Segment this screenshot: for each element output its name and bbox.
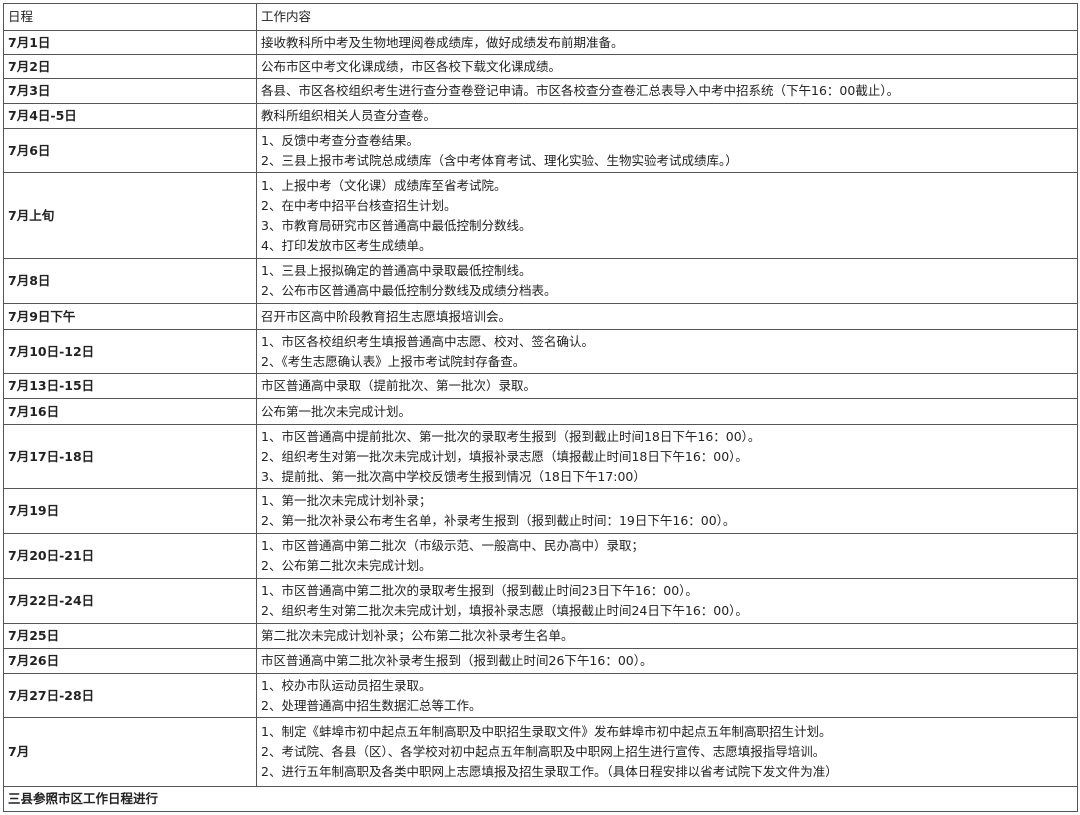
table-row: 7月27日-28日 1、校办市队运动员招生录取。 2、处理普通高中招生数据汇总等工作… <box>3 673 1078 718</box>
table-row: 7月上旬 1、上报中考（文化课）成绩库至省考试院。 2、在中考中招平台核查招生计划。… <box>3 172 1078 259</box>
table-row: 7月6日 1、反馈中考查分查卷结果。 2、三县上报市考试院总成绩库（含中考体育考试、… <box>3 128 1078 173</box>
work-content: 接收教科所中考及生物地理阅卷成绩库，做好成绩发布前期准备。 <box>256 30 1078 55</box>
work-item: 市区普通高中第二批次补录考生报到（报到截止时间26下午16：00）。 <box>261 653 653 668</box>
schedule-date: 7月25日 <box>3 623 257 649</box>
work-content: 教科所组织相关人员查分查卷。 <box>256 103 1078 129</box>
work-item: 4、打印发放市区考生成绩单。 <box>261 237 432 253</box>
table-row: 7月26日 市区普通高中第二批次补录考生报到（报到截止时间26下午16：00）。 <box>3 648 1078 674</box>
schedule-date: 7月 <box>3 717 257 787</box>
schedule-date: 7月6日 <box>3 128 257 173</box>
work-item: 2、三县上报市考试院总成绩库（含中考体育考试、理化实验、生物实验考试成绩库。） <box>261 152 738 168</box>
schedule-date: 7月27日-28日 <box>3 673 257 718</box>
header-date: 日程 <box>3 3 257 31</box>
work-item: 1、市区普通高中提前批次、第一批次的录取考生报到（报到截止时间18日下午16：0… <box>261 428 761 444</box>
table-row: 7月13日-15日 市区普通高中录取（提前批次、第一批次）录取。 <box>3 373 1078 399</box>
work-content: 1、市区普通高中第二批次的录取考生报到（报到截止时间23日下午16：00）。 2、… <box>256 578 1078 624</box>
table-row: 7月2日 公布市区中考文化课成绩，市区各校下载文化课成绩。 <box>3 54 1078 79</box>
table-row: 7月9日下午 召开市区高中阶段教育招生志愿填报培训会。 <box>3 303 1078 330</box>
schedule-date: 7月26日 <box>3 648 257 674</box>
work-item: 1、制定《蚌埠市初中起点五年制高职及中职招生录取文件》发布蚌埠市初中起点五年制高… <box>261 724 832 739</box>
schedule-date: 7月22日-24日 <box>3 578 257 624</box>
work-item: 2、第一批次补录公布考生名单，补录考生报到（报到截止时间：19日下午16：00）… <box>261 513 736 528</box>
table-row: 7月8日 1、三县上报拟确定的普通高中录取最低控制线。 2、公布市区普通高中最低控制… <box>3 258 1078 304</box>
work-content: 1、市区各校组织考生填报普通高中志愿、校对、签名确认。 2、《考生志愿确认表》上报… <box>256 329 1078 374</box>
work-item: 2、公布市区普通高中最低控制分数线及成绩分档表。 <box>261 283 557 298</box>
schedule-date: 7月17日-18日 <box>3 424 257 489</box>
work-item: 1、第一批次未完成计划补录； <box>261 493 432 508</box>
table-row: 7月3日 各县、市区各校组织考生进行查分查卷登记申请。市区各校查分查卷汇总表导入中… <box>3 78 1078 104</box>
work-item: 第二批次未完成计划补录；公布第二批次补录考生名单。 <box>261 628 574 643</box>
work-item: 1、市区普通高中第二批次（市级示范、一般高中、民办高中）录取； <box>261 538 644 553</box>
work-item: 2、处理普通高中招生数据汇总等工作。 <box>261 697 482 713</box>
header-row: 日程 工作内容 <box>3 3 1078 31</box>
schedule-date: 7月2日 <box>3 54 257 79</box>
work-item: 1、市区普通高中第二批次的录取考生报到（报到截止时间23日下午16：00）。 <box>261 583 698 598</box>
schedule-date: 7月3日 <box>3 78 257 104</box>
schedule-date: 7月10日-12日 <box>3 329 257 374</box>
schedule-date: 7月20日-21日 <box>3 533 257 579</box>
schedule-table: 日程 工作内容 7月1日 接收教科所中考及生物地理阅卷成绩库，做好成绩发布前期准备… <box>3 3 1078 812</box>
work-item: 2、组织考生对第二批次未完成计划，填报补录志愿（填报截止时间24日下午16：00… <box>261 603 748 618</box>
work-item: 3、市教育局研究市区普通高中最低控制分数线。 <box>261 217 532 233</box>
work-item: 2、《考生志愿确认表》上报市考试院封存备查。 <box>261 353 526 369</box>
work-item: 2、考试院、各县（区）、各学校对初中起点五年制高职及中职网上招生进行宣传、志愿填… <box>261 744 826 759</box>
work-content: 各县、市区各校组织考生进行查分查卷登记申请。市区各校查分查卷汇总表导入中考中招系… <box>256 78 1078 104</box>
table-row: 7月 1、制定《蚌埠市初中起点五年制高职及中职招生录取文件》发布蚌埠市初中起点五年… <box>3 717 1078 787</box>
work-item: 2、组织考生对第一批次未完成计划，填报补录志愿（填报截止时间18日下午16：00… <box>261 448 748 464</box>
work-item: 接收教科所中考及生物地理阅卷成绩库，做好成绩发布前期准备。 <box>261 34 624 50</box>
work-item: 2、公布第二批次未完成计划。 <box>261 558 432 573</box>
schedule-date: 7月13日-15日 <box>3 373 257 399</box>
schedule-date: 7月9日下午 <box>3 303 257 330</box>
work-item: 2、进行五年制高职及各类中职网上志愿填报及招生录取工作。（具体日程安排以省考试院… <box>261 764 838 779</box>
footer-note: 三县参照市区工作日程进行 <box>3 786 1078 812</box>
table-row: 7月16日 公布第一批次未完成计划。 <box>3 398 1078 425</box>
work-item: 公布第一批次未完成计划。 <box>261 403 412 419</box>
table-row: 7月1日 接收教科所中考及生物地理阅卷成绩库，做好成绩发布前期准备。 <box>3 30 1078 55</box>
work-content: 1、第一批次未完成计划补录； 2、第一批次补录公布考生名单，补录考生报到（报到截止… <box>256 488 1078 534</box>
work-content: 1、制定《蚌埠市初中起点五年制高职及中职招生录取文件》发布蚌埠市初中起点五年制高… <box>256 717 1078 787</box>
schedule-date: 7月16日 <box>3 398 257 425</box>
table-row: 7月10日-12日 1、市区各校组织考生填报普通高中志愿、校对、签名确认。 2、《考… <box>3 329 1078 374</box>
work-item: 1、三县上报拟确定的普通高中录取最低控制线。 <box>261 263 532 278</box>
work-item: 教科所组织相关人员查分查卷。 <box>261 108 437 123</box>
work-item: 各县、市区各校组织考生进行查分查卷登记申请。市区各校查分查卷汇总表导入中考中招系… <box>261 83 900 98</box>
table-row: 7月4日-5日 教科所组织相关人员查分查卷。 <box>3 103 1078 129</box>
work-item: 公布市区中考文化课成绩，市区各校下载文化课成绩。 <box>261 58 562 74</box>
work-item: 3、提前批、第一批次高中学校反馈考生报到情况（18日下午17:00） <box>261 468 646 484</box>
work-content: 1、三县上报拟确定的普通高中录取最低控制线。 2、公布市区普通高中最低控制分数线及… <box>256 258 1078 304</box>
header-content: 工作内容 <box>256 3 1078 31</box>
work-content: 1、市区普通高中第二批次（市级示范、一般高中、民办高中）录取； 2、公布第二批次未… <box>256 533 1078 579</box>
work-content: 第二批次未完成计划补录；公布第二批次补录考生名单。 <box>256 623 1078 649</box>
work-content: 公布市区中考文化课成绩，市区各校下载文化课成绩。 <box>256 54 1078 79</box>
work-item: 1、校办市队运动员招生录取。 <box>261 677 432 693</box>
work-item: 2、在中考中招平台核查招生计划。 <box>261 197 457 213</box>
work-content: 公布第一批次未完成计划。 <box>256 398 1078 425</box>
work-item: 1、上报中考（文化课）成绩库至省考试院。 <box>261 177 507 193</box>
table-row: 7月22日-24日 1、市区普通高中第二批次的录取考生报到（报到截止时间23日下午… <box>3 578 1078 624</box>
work-content: 召开市区高中阶段教育招生志愿填报培训会。 <box>256 303 1078 330</box>
work-content: 市区普通高中录取（提前批次、第一批次）录取。 <box>256 373 1078 399</box>
work-content: 1、上报中考（文化课）成绩库至省考试院。 2、在中考中招平台核查招生计划。 3、市教… <box>256 172 1078 259</box>
work-item: 1、市区各校组织考生填报普通高中志愿、校对、签名确认。 <box>261 333 594 349</box>
schedule-date: 7月1日 <box>3 30 257 55</box>
work-content: 市区普通高中第二批次补录考生报到（报到截止时间26下午16：00）。 <box>256 648 1078 674</box>
table-row: 7月25日 第二批次未完成计划补录；公布第二批次补录考生名单。 <box>3 623 1078 649</box>
table-row: 7月20日-21日 1、市区普通高中第二批次（市级示范、一般高中、民办高中）录取；… <box>3 533 1078 579</box>
schedule-date: 7月19日 <box>3 488 257 534</box>
work-item: 市区普通高中录取（提前批次、第一批次）录取。 <box>261 378 537 393</box>
work-content: 1、市区普通高中提前批次、第一批次的录取考生报到（报到截止时间18日下午16：0… <box>256 424 1078 489</box>
work-content: 1、校办市队运动员招生录取。 2、处理普通高中招生数据汇总等工作。 <box>256 673 1078 718</box>
schedule-date: 7月上旬 <box>3 172 257 259</box>
schedule-date: 7月4日-5日 <box>3 103 257 129</box>
table-row: 7月19日 1、第一批次未完成计划补录； 2、第一批次补录公布考生名单，补录考生报到… <box>3 488 1078 534</box>
work-content: 1、反馈中考查分查卷结果。 2、三县上报市考试院总成绩库（含中考体育考试、理化实验… <box>256 128 1078 173</box>
work-item: 召开市区高中阶段教育招生志愿填报培训会。 <box>261 308 512 324</box>
schedule-date: 7月8日 <box>3 258 257 304</box>
footer-row: 三县参照市区工作日程进行 <box>3 786 1078 812</box>
table-row: 7月17日-18日 1、市区普通高中提前批次、第一批次的录取考生报到（报到截止时间… <box>3 424 1078 489</box>
work-item: 1、反馈中考查分查卷结果。 <box>261 132 419 148</box>
